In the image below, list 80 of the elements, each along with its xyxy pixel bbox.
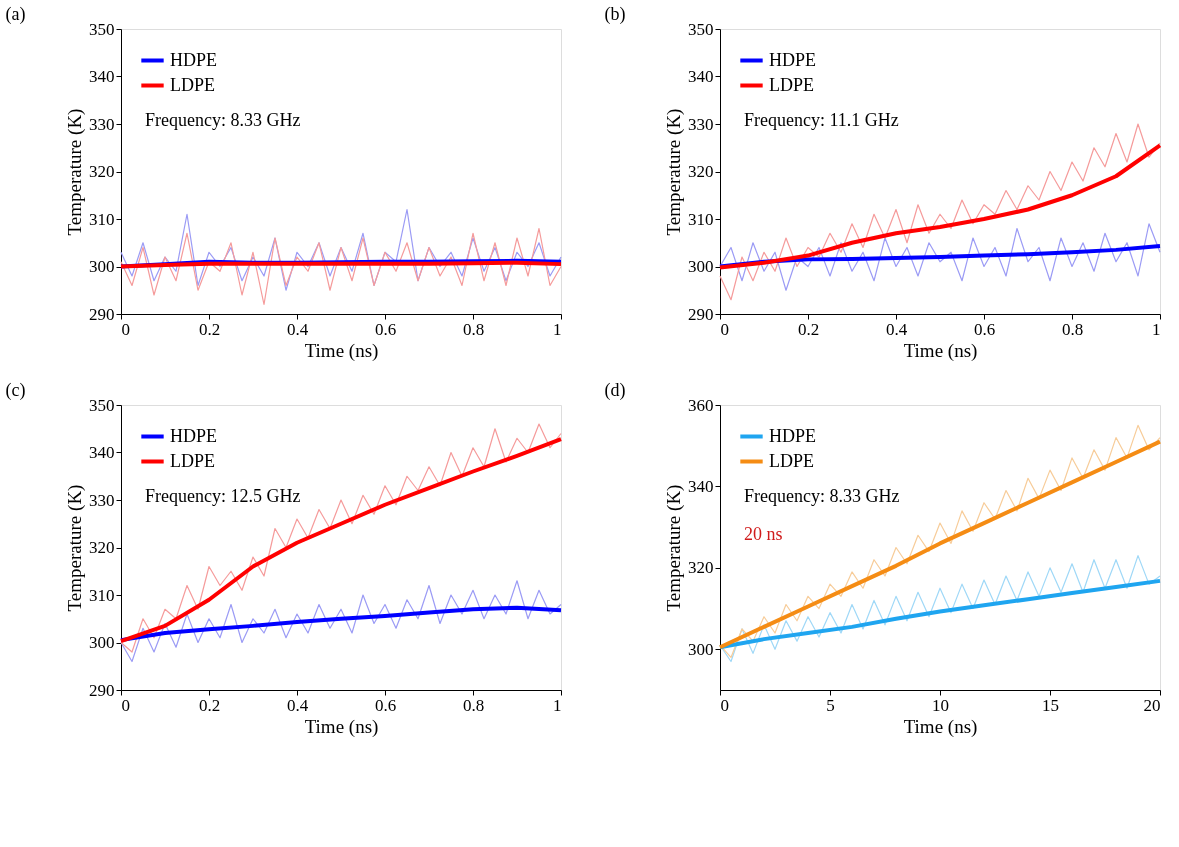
x-tick-label: 15 — [1042, 695, 1059, 715]
x-tick-label: 0.4 — [885, 319, 908, 339]
x-tick-label: 0.8 — [462, 319, 485, 339]
line-series — [119, 605, 563, 643]
y-tick-label: 350 — [688, 19, 714, 39]
y-tick-label: 340 — [89, 443, 115, 462]
y-axis-title: Temperature (K) — [663, 484, 685, 612]
y-tick-label: 320 — [89, 162, 115, 181]
x-tick-label: 0.8 — [1061, 319, 1084, 339]
x-axis-title: Time (ns) — [903, 715, 978, 738]
x-tick-label: 0.6 — [973, 319, 996, 339]
line-series — [719, 555, 1161, 663]
y-tick-label: 290 — [89, 304, 115, 324]
x-tick-label: 10 — [932, 695, 949, 715]
line-series — [718, 143, 1162, 270]
legend-label: HDPE — [170, 425, 218, 446]
y-tick-label: 340 — [89, 67, 115, 86]
legend-label: HDPE — [769, 425, 817, 446]
y-tick-label: 340 — [688, 476, 714, 496]
x-axis-title: Time (ns) — [903, 339, 978, 362]
chart-title: (c) — [5, 380, 26, 401]
y-axis-title: Temperature (K) — [64, 484, 86, 612]
x-tick-label: 0.4 — [286, 695, 309, 715]
line-series — [718, 578, 1162, 650]
annotation: Frequency: 8.33 GHz — [145, 110, 301, 130]
y-tick-label: 340 — [688, 67, 714, 86]
legend-label: LDPE — [769, 74, 814, 95]
y-tick-label: 290 — [89, 680, 115, 700]
line-series — [120, 227, 562, 306]
x-tick-label: 20 — [1143, 695, 1161, 715]
y-tick-label: 350 — [89, 395, 115, 415]
y-tick-label: 330 — [688, 114, 714, 134]
y-tick-label: 310 — [688, 209, 714, 229]
x-tick-label: 0.2 — [198, 695, 221, 715]
chart-title: (a) — [5, 4, 26, 25]
x-tick-label: 1 — [1152, 319, 1161, 339]
x-tick-label: 0 — [121, 695, 130, 715]
y-axis-title: Temperature (K) — [663, 108, 685, 236]
x-tick-label: 0.4 — [286, 319, 309, 339]
annotation: Frequency: 11.1 GHz — [744, 110, 899, 130]
line-series — [120, 580, 562, 663]
legend-label: HDPE — [769, 49, 817, 70]
legend-label: HDPE — [170, 49, 218, 70]
y-tick-label: 320 — [688, 558, 714, 578]
y-tick-label: 320 — [688, 162, 714, 181]
y-tick-label: 310 — [89, 585, 115, 605]
x-tick-label: 0.2 — [198, 319, 221, 339]
x-axis-title: Time (ns) — [304, 339, 379, 362]
y-tick-label: 360 — [688, 395, 714, 415]
y-axis-title: Temperature (K) — [64, 108, 86, 236]
y-tick-label: 330 — [89, 490, 115, 510]
y-tick-label: 350 — [89, 19, 115, 39]
chart-title: (b) — [604, 4, 626, 25]
legend-label: LDPE — [769, 450, 814, 471]
y-tick-label: 300 — [688, 257, 714, 276]
y-tick-label: 300 — [688, 639, 714, 659]
annotation: Frequency: 8.33 GHz — [744, 486, 900, 506]
annotation: Frequency: 12.5 GHz — [145, 486, 301, 506]
y-tick-label: 300 — [89, 257, 115, 276]
x-tick-label: 1 — [553, 695, 562, 715]
x-tick-label: 0 — [720, 695, 729, 715]
x-tick-label: 0.2 — [797, 319, 820, 339]
line-series — [719, 223, 1161, 291]
x-tick-label: 1 — [553, 319, 562, 339]
x-tick-label: 0.6 — [374, 695, 397, 715]
x-tick-label: 0 — [720, 319, 729, 339]
x-tick-label: 5 — [826, 695, 835, 715]
x-tick-label: 0.8 — [462, 695, 485, 715]
x-axis-title: Time (ns) — [304, 715, 379, 738]
chart-title: (d) — [604, 380, 626, 401]
y-tick-label: 300 — [89, 633, 115, 652]
legend-label: LDPE — [170, 74, 215, 95]
y-tick-label: 320 — [89, 538, 115, 557]
x-tick-label: 0.6 — [374, 319, 397, 339]
annotation: 20 ns — [744, 524, 783, 544]
y-tick-label: 330 — [89, 114, 115, 134]
x-tick-label: 0 — [121, 319, 130, 339]
y-tick-label: 290 — [688, 304, 714, 324]
y-tick-label: 310 — [89, 209, 115, 229]
legend-label: LDPE — [170, 450, 215, 471]
